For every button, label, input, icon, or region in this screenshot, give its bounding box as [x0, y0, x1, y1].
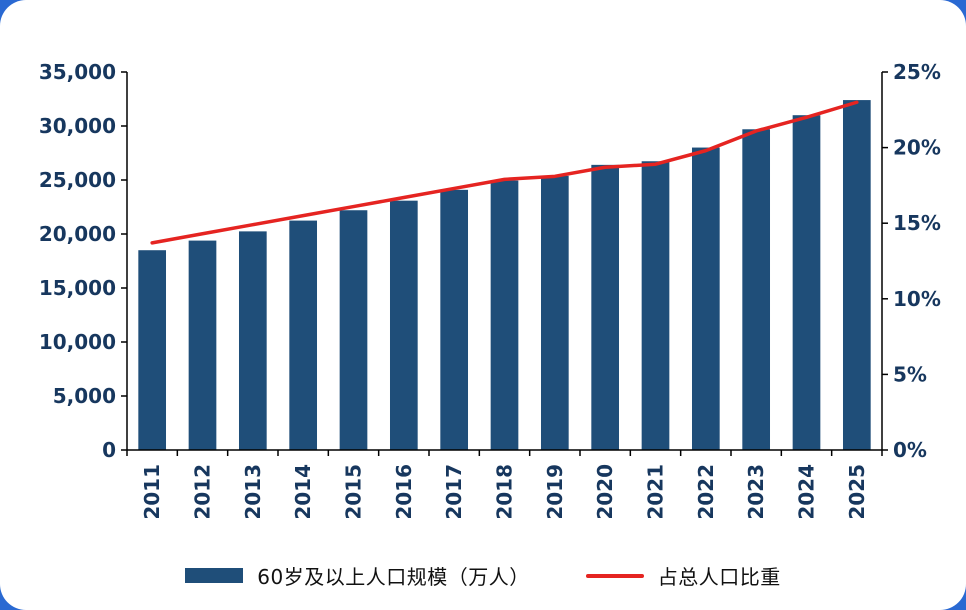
- bar-2011: [138, 250, 167, 450]
- bar-2012: [188, 240, 217, 450]
- left-axis-label: 30,000: [39, 114, 116, 138]
- bar-series-swatch: [185, 568, 244, 583]
- left-axis-label: 10,000: [39, 330, 116, 354]
- ratio-line: [150, 100, 859, 245]
- x-axis-label: 2022: [694, 464, 718, 520]
- bar-2017: [440, 189, 469, 450]
- x-axis-label: 2017: [442, 464, 466, 520]
- bar-2025: [842, 100, 871, 450]
- left-axis-label: 5,000: [53, 384, 116, 408]
- x-axis-label: 2025: [845, 464, 869, 520]
- left-axis-label: 15,000: [39, 276, 116, 300]
- left-axis-label: 25,000: [39, 168, 116, 192]
- legend-item-line: 占总人口比重: [585, 561, 781, 590]
- bar-2013: [238, 231, 267, 450]
- bar-series-label: 60岁及以上人口规模（万人）: [257, 565, 530, 589]
- left-axis-label: 0: [102, 438, 116, 462]
- x-axis-label: 2019: [543, 464, 567, 520]
- bar-2023: [742, 129, 771, 450]
- right-axis-label: 10%: [893, 287, 941, 311]
- x-axis-label: 2013: [241, 464, 265, 520]
- line-series-label: 占总人口比重: [657, 565, 781, 589]
- x-axis-label: 2024: [795, 464, 819, 520]
- left-axis-label: 35,000: [39, 60, 116, 84]
- bar-2019: [540, 175, 569, 450]
- x-axis-label: 2012: [191, 464, 215, 520]
- bar-2022: [691, 147, 720, 450]
- right-axis-label: 25%: [893, 60, 941, 84]
- right-axis-label: 15%: [893, 211, 941, 235]
- bar-2014: [289, 220, 318, 450]
- right-axis-label: 20%: [893, 136, 941, 160]
- population-chart: 0 5,000 10,000 15,000 20,000 25,000 30,000 35,0…: [39, 60, 941, 520]
- bar-2015: [339, 210, 368, 450]
- x-axis-label: 2018: [493, 464, 517, 520]
- x-axis-label: 2015: [342, 464, 366, 520]
- x-axis-label: 2014: [291, 464, 315, 520]
- bar-2021: [641, 161, 670, 450]
- x-axis-label: 2016: [392, 464, 416, 520]
- bar-2016: [389, 200, 418, 450]
- x-axis-label: 2011: [140, 464, 164, 520]
- bar-2020: [591, 164, 620, 450]
- bar-2018: [490, 180, 519, 451]
- chart-legend: 60岁及以上人口规模（万人） 占总人口比重: [0, 561, 966, 590]
- right-axis-label: 5%: [893, 362, 927, 386]
- right-axis-label: 0%: [893, 438, 927, 462]
- legend-item-bars: 60岁及以上人口规模（万人）: [185, 561, 529, 590]
- bar-2024: [792, 115, 821, 450]
- x-axis-label: 2020: [593, 464, 617, 520]
- line-series-swatch: [585, 573, 644, 578]
- x-axis-label: 2023: [744, 464, 768, 520]
- x-axis-label: 2021: [644, 464, 668, 520]
- left-axis-label: 20,000: [39, 222, 116, 246]
